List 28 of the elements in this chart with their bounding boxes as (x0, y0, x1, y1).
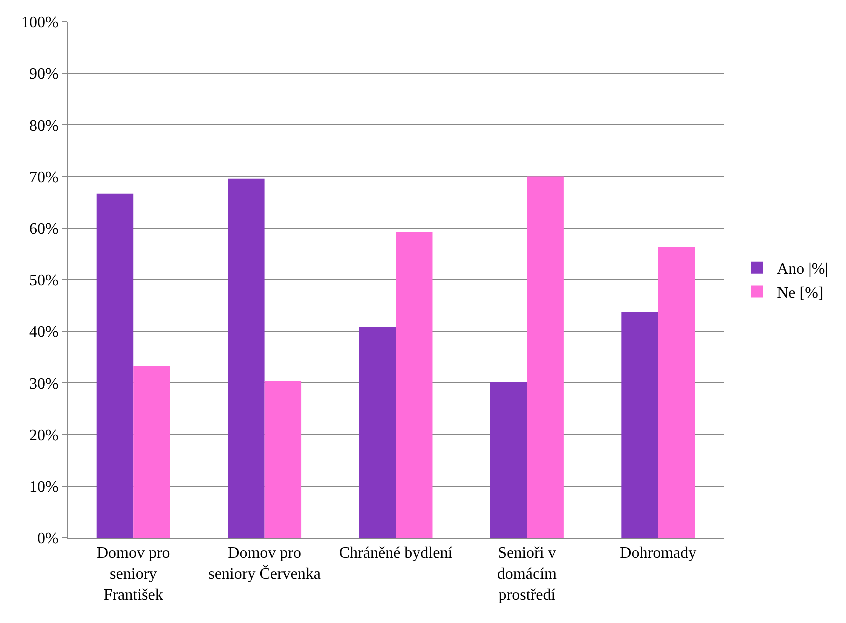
bar (228, 178, 265, 538)
bar (396, 232, 433, 538)
bar (264, 381, 302, 538)
legend-label: Ano |%| (777, 261, 828, 278)
y-tick-label: 60% (29, 221, 59, 238)
bar (527, 176, 564, 538)
bar (96, 194, 134, 538)
bar (134, 366, 170, 538)
x-tick-label: Domov pro seniory Červenka (208, 545, 322, 583)
bar (622, 312, 658, 538)
x-tick-label: Senioři v domácím prostředí (497, 545, 558, 604)
y-tick-label: 90% (29, 66, 59, 84)
y-tick-label: 30% (29, 376, 59, 393)
bar (658, 246, 696, 538)
x-tick-label: Dohromady (620, 545, 697, 562)
y-tick-label: 10% (29, 479, 59, 496)
x-tick-label: Chráněné bydlení (339, 545, 454, 562)
x-tick-label: Domov pro seniory František (96, 545, 170, 604)
bar (490, 382, 528, 538)
y-tick-label: 70% (29, 169, 59, 186)
y-tick-label: 100% (21, 14, 59, 32)
bar (359, 326, 396, 538)
y-tick-label: 80% (29, 118, 59, 135)
y-tick-label: 50% (29, 272, 59, 290)
y-tick-label: 0% (37, 530, 59, 548)
legend-label: Ne [%] (777, 284, 824, 302)
y-tick-label: 20% (29, 427, 59, 444)
y-tick-label: 40% (29, 324, 59, 342)
